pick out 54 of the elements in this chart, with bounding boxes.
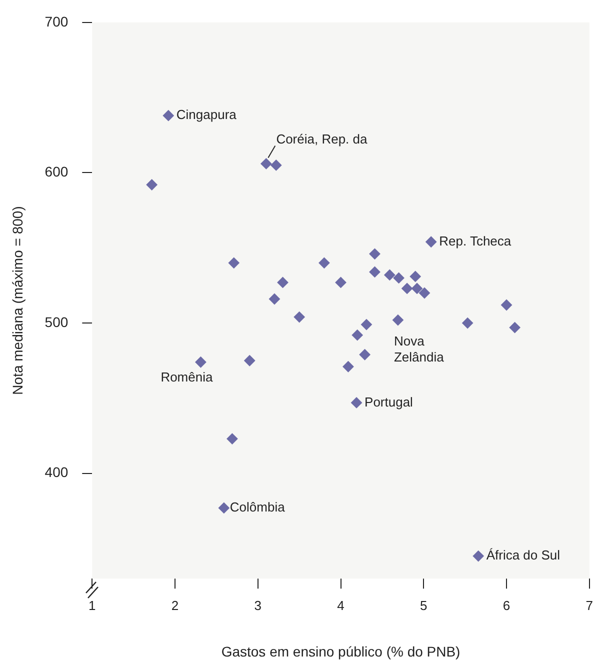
point bbox=[268, 293, 280, 304]
y-tick-label: 700 bbox=[44, 13, 68, 30]
point bbox=[162, 110, 174, 122]
x-tick-label: 3 bbox=[254, 598, 262, 613]
annotation: Portugal bbox=[364, 394, 414, 410]
point bbox=[509, 322, 520, 334]
point bbox=[410, 270, 421, 282]
point bbox=[426, 236, 437, 248]
point bbox=[228, 257, 240, 268]
y-tick-label: 500 bbox=[44, 314, 68, 330]
y-axis-title: Nota mediana (máximo = 800) bbox=[9, 206, 26, 395]
x-tick-label: 2 bbox=[171, 598, 179, 613]
annotation: África do Sul bbox=[486, 548, 560, 563]
point bbox=[277, 276, 288, 288]
x-tick-label: 1 bbox=[88, 598, 96, 613]
point bbox=[462, 318, 474, 329]
annotation: Cingapura bbox=[176, 107, 238, 122]
x-axis-title: Gastos em ensino público (% do PNB) bbox=[221, 643, 460, 660]
point bbox=[146, 179, 158, 190]
point bbox=[412, 282, 423, 294]
x-tick-label: 5 bbox=[420, 598, 428, 613]
point bbox=[393, 272, 404, 284]
point bbox=[392, 314, 404, 326]
point bbox=[244, 355, 256, 366]
point bbox=[359, 349, 370, 360]
point bbox=[318, 257, 330, 268]
point bbox=[342, 361, 354, 372]
annotation: Romênia bbox=[160, 370, 214, 385]
point bbox=[352, 330, 363, 341]
point bbox=[418, 287, 430, 298]
x-tick-label: 7 bbox=[586, 598, 593, 613]
annotation: Nova Zelândia bbox=[394, 334, 445, 365]
point bbox=[369, 266, 380, 278]
point bbox=[226, 433, 238, 444]
annotation: Colômbia bbox=[230, 500, 286, 515]
point bbox=[351, 397, 362, 408]
point bbox=[384, 269, 396, 280]
annotation: Rep. Tcheca bbox=[439, 233, 512, 248]
point bbox=[218, 502, 230, 514]
point bbox=[360, 319, 372, 330]
y-tick-label: 600 bbox=[44, 164, 68, 180]
point bbox=[472, 550, 484, 562]
point bbox=[335, 276, 346, 288]
point bbox=[270, 160, 282, 171]
x-tick-label: 6 bbox=[502, 598, 510, 613]
annotation: Coréia, Rep. da bbox=[276, 131, 368, 146]
point bbox=[369, 248, 380, 260]
point bbox=[402, 282, 413, 294]
y-tick-label: 400 bbox=[44, 464, 68, 480]
x-tick-label: 4 bbox=[337, 598, 344, 613]
point bbox=[260, 158, 272, 170]
point bbox=[195, 356, 206, 368]
point bbox=[501, 300, 512, 311]
point bbox=[294, 312, 305, 323]
